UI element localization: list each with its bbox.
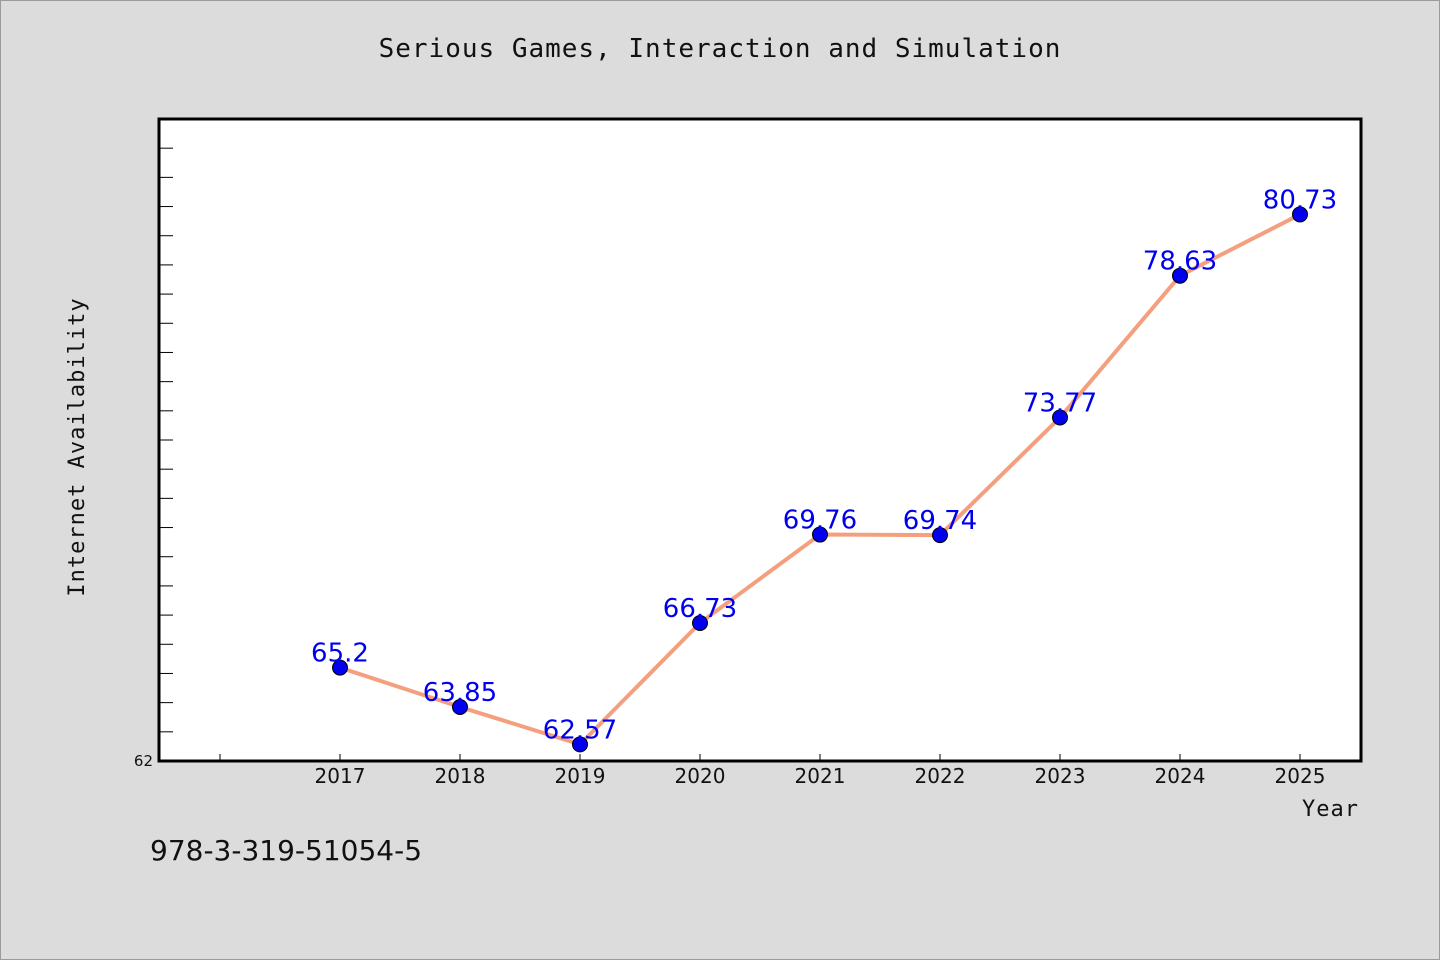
x-tick-label: 2018 <box>435 764 486 788</box>
data-label: 80.73 <box>1263 185 1337 215</box>
isbn-label: 978-3-319-51054-5 <box>150 834 423 867</box>
data-label: 65.2 <box>311 639 369 669</box>
x-axis-ticks <box>219 754 1301 761</box>
x-tick-label: 2021 <box>795 764 846 788</box>
data-label: 73.77 <box>1023 389 1097 419</box>
data-label: 69.74 <box>903 506 977 536</box>
x-tick-label: 2017 <box>315 764 366 788</box>
data-point <box>1292 206 1308 223</box>
data-point <box>332 659 348 676</box>
y-tick-label: 62 <box>134 752 153 770</box>
x-tick-label: 2024 <box>1155 764 1206 788</box>
x-tick-label: 2022 <box>915 764 966 788</box>
data-point <box>932 527 948 544</box>
data-label: 63.85 <box>423 678 497 708</box>
x-tick-label: 2020 <box>675 764 726 788</box>
data-label: 62.57 <box>543 715 617 745</box>
x-tick-label: 2019 <box>555 764 606 788</box>
y-axis-title: Internet Availability <box>65 297 90 596</box>
data-point <box>572 736 588 753</box>
data-label: 78.63 <box>1143 247 1217 277</box>
data-label: 69.76 <box>783 506 857 536</box>
x-axis-title: Year <box>1302 797 1359 822</box>
x-tick-label: 2023 <box>1035 764 1086 788</box>
data-label: 66.73 <box>663 594 737 624</box>
data-point <box>1052 409 1068 426</box>
x-tick-labels: 2017 2018 2019 2020 2021 2022 2023 2024 2025 <box>315 764 1326 788</box>
chart-title: Serious Games, Interaction and Simulatio… <box>378 34 1062 64</box>
data-point <box>812 526 828 543</box>
data-point <box>452 699 468 716</box>
data-point <box>692 614 708 631</box>
y-axis-ticks <box>159 147 173 733</box>
data-point <box>1172 267 1188 284</box>
plot-area <box>157 117 1363 763</box>
data-markers <box>332 206 1308 753</box>
x-tick-label: 2025 <box>1275 764 1326 788</box>
data-labels: 65.2 63.85 62.57 66.73 69.76 69.74 73.77 78.63 8… <box>311 185 1337 745</box>
